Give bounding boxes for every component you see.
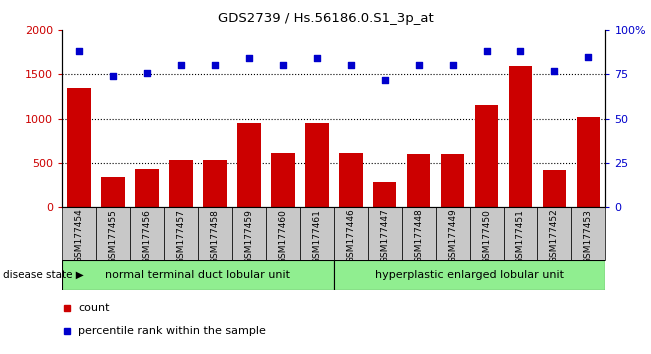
Bar xyxy=(538,207,572,260)
Bar xyxy=(368,207,402,260)
Text: GSM177461: GSM177461 xyxy=(312,209,321,264)
Bar xyxy=(101,177,125,207)
Bar xyxy=(299,207,333,260)
Bar xyxy=(232,207,266,260)
Bar xyxy=(271,153,294,207)
Bar xyxy=(469,207,503,260)
Bar xyxy=(164,207,198,260)
Bar xyxy=(334,260,605,290)
Text: GSM177447: GSM177447 xyxy=(380,209,389,263)
Bar xyxy=(436,207,469,260)
Point xyxy=(346,63,356,68)
Text: GDS2739 / Hs.56186.0.S1_3p_at: GDS2739 / Hs.56186.0.S1_3p_at xyxy=(217,12,434,25)
Bar xyxy=(503,207,538,260)
Text: GSM177457: GSM177457 xyxy=(176,209,186,264)
Text: GSM177452: GSM177452 xyxy=(550,209,559,263)
Bar xyxy=(508,67,533,207)
Bar xyxy=(135,169,159,207)
Text: GSM177446: GSM177446 xyxy=(346,209,355,263)
Point xyxy=(243,56,254,61)
Text: GSM177454: GSM177454 xyxy=(74,209,83,263)
Bar xyxy=(237,123,260,207)
Bar xyxy=(407,154,430,207)
Text: count: count xyxy=(78,303,109,313)
Point xyxy=(176,63,186,68)
Text: GSM177451: GSM177451 xyxy=(516,209,525,264)
Bar xyxy=(62,207,96,260)
Text: GSM177448: GSM177448 xyxy=(414,209,423,263)
Bar xyxy=(373,182,396,207)
Bar xyxy=(203,160,227,207)
Bar xyxy=(334,207,368,260)
Text: disease state ▶: disease state ▶ xyxy=(3,270,84,280)
Bar xyxy=(266,207,299,260)
Point xyxy=(583,54,594,59)
Point xyxy=(210,63,220,68)
Point xyxy=(107,73,118,79)
Bar xyxy=(572,207,605,260)
Bar xyxy=(402,207,436,260)
Bar xyxy=(577,117,600,207)
Bar xyxy=(169,160,193,207)
Point xyxy=(481,48,492,54)
Text: GSM177458: GSM177458 xyxy=(210,209,219,264)
Point xyxy=(74,48,84,54)
Point xyxy=(516,48,526,54)
Text: GSM177459: GSM177459 xyxy=(244,209,253,264)
Point xyxy=(447,63,458,68)
Text: GSM177455: GSM177455 xyxy=(108,209,117,264)
Text: GSM177456: GSM177456 xyxy=(143,209,151,264)
Point xyxy=(277,63,288,68)
Text: GSM177460: GSM177460 xyxy=(278,209,287,264)
Point xyxy=(311,56,322,61)
Text: GSM177453: GSM177453 xyxy=(584,209,593,264)
Bar xyxy=(198,207,232,260)
Bar xyxy=(62,260,334,290)
Point xyxy=(413,63,424,68)
Bar xyxy=(305,123,329,207)
Text: GSM177449: GSM177449 xyxy=(448,209,457,263)
Text: hyperplastic enlarged lobular unit: hyperplastic enlarged lobular unit xyxy=(375,270,564,280)
Bar xyxy=(542,170,566,207)
Bar xyxy=(130,207,164,260)
Text: GSM177450: GSM177450 xyxy=(482,209,491,264)
Bar xyxy=(96,207,130,260)
Bar xyxy=(339,153,363,207)
Bar xyxy=(475,105,499,207)
Bar xyxy=(441,154,464,207)
Text: normal terminal duct lobular unit: normal terminal duct lobular unit xyxy=(105,270,290,280)
Point xyxy=(380,77,390,82)
Point xyxy=(549,68,560,74)
Point xyxy=(141,70,152,75)
Bar xyxy=(67,88,90,207)
Text: percentile rank within the sample: percentile rank within the sample xyxy=(78,326,266,336)
